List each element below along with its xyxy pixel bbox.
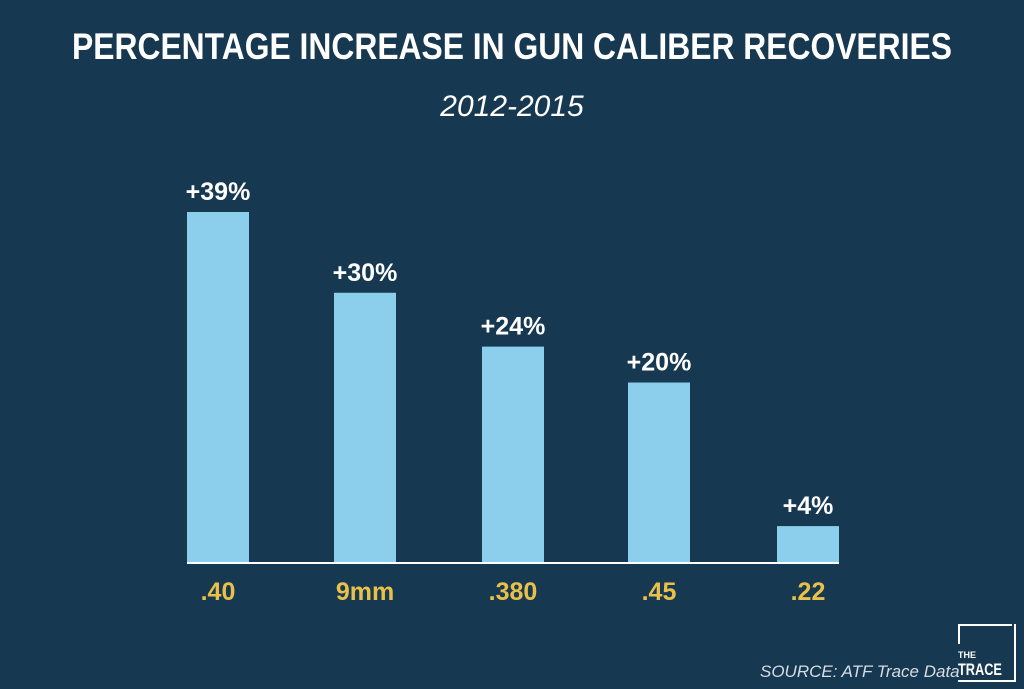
logo-line2: TRACE xyxy=(958,660,1002,679)
data-label: +24% xyxy=(481,313,546,341)
data-label: +20% xyxy=(627,349,692,377)
category-label: 9mm xyxy=(336,578,394,606)
category-label: .380 xyxy=(489,578,538,606)
category-label: .22 xyxy=(791,578,826,606)
bar-.22 xyxy=(777,526,839,562)
source-note: SOURCE: ATF Trace Data xyxy=(760,662,960,681)
the-trace-logo: THE TRACE xyxy=(958,624,1016,682)
bar-.45 xyxy=(628,382,690,562)
bar-.380 xyxy=(482,346,544,562)
bar-9mm xyxy=(334,292,396,562)
data-label: +30% xyxy=(333,259,398,287)
data-label: +39% xyxy=(186,178,251,206)
logo-frame xyxy=(958,624,960,644)
chart-title: PERCENTAGE INCREASE IN GUN CALIBER RECOV… xyxy=(72,26,952,67)
logo-line1: THE xyxy=(958,650,976,660)
category-label: .45 xyxy=(642,578,677,606)
category-label: .40 xyxy=(201,578,236,606)
chart-subtitle: 2012-2015 xyxy=(440,90,584,123)
data-label: +4% xyxy=(783,492,834,520)
bar-.40 xyxy=(187,212,249,562)
